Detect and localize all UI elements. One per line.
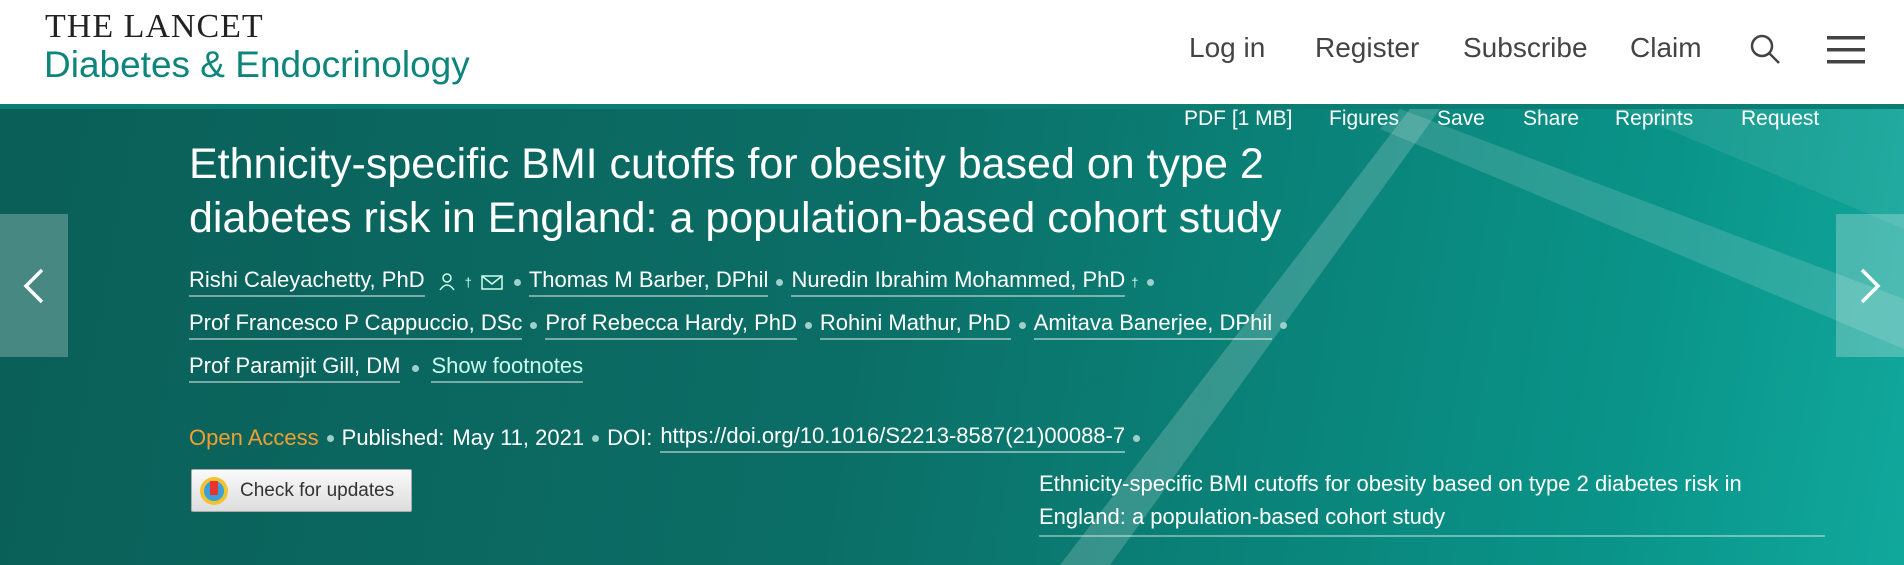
- separator-dot: [1146, 278, 1154, 286]
- published-label: Published:: [341, 425, 445, 450]
- author[interactable]: Rohini Mathur, PhD: [819, 310, 1011, 340]
- doi-link[interactable]: https://doi.org/10.1016/S2213-8587(21)00…: [660, 423, 1126, 453]
- separator-dot: [530, 321, 538, 329]
- author[interactable]: Nuredin Ibrahim Mohammed, PhD: [791, 267, 1126, 297]
- separator-dot: [513, 278, 521, 286]
- check-updates-button[interactable]: Check for updates: [191, 469, 412, 512]
- tool-pdf[interactable]: PDF [1 MB]: [1184, 109, 1293, 130]
- menu-icon[interactable]: [1827, 34, 1867, 66]
- nav-claim[interactable]: Claim: [1630, 32, 1702, 63]
- next-arrow: [1860, 268, 1881, 304]
- separator-dot: [592, 434, 600, 442]
- separator-dot: [1280, 321, 1288, 329]
- decor: [1060, 109, 1904, 565]
- separator-dot: [804, 321, 812, 329]
- nav-subscribe[interactable]: Subscribe: [1463, 32, 1588, 63]
- author[interactable]: Thomas M Barber, DPhil: [528, 267, 769, 297]
- check-updates-label: Check for updates: [240, 479, 395, 501]
- author-row: Rishi Caleyachetty, PhD † Thomas M Barbe…: [189, 267, 1162, 297]
- separator-dot: [1018, 321, 1026, 329]
- site-header: THE LANCET Diabetes & Endocrinology Log …: [0, 0, 1904, 109]
- journal-top: THE LANCET: [45, 8, 264, 45]
- author-row: Prof Francesco P Cappuccio, DSc Prof Reb…: [189, 310, 1295, 340]
- nav-login[interactable]: Log in: [1189, 32, 1266, 63]
- published-date: May 11, 2021: [452, 425, 585, 450]
- separator-dot: [326, 434, 334, 442]
- separator-dot: [776, 278, 784, 286]
- author[interactable]: Prof Rebecca Hardy, PhD: [545, 310, 797, 340]
- mail-icon[interactable]: [480, 273, 506, 291]
- tool-request[interactable]: Request: [1741, 109, 1820, 130]
- next-button[interactable]: [1836, 214, 1904, 357]
- separator-dot: [412, 364, 420, 372]
- show-footnotes[interactable]: Show footnotes: [431, 353, 584, 383]
- prev-arrow: [23, 268, 44, 304]
- author[interactable]: Prof Paramjit Gill, DM: [189, 353, 401, 383]
- footnote-mark: †: [464, 274, 472, 290]
- article-title: Ethnicity-specific BMI cutoffs for obesi…: [189, 140, 1282, 242]
- prev-button[interactable]: [0, 214, 68, 357]
- open-access: Open Access: [189, 425, 319, 450]
- crossmark-icon: [200, 476, 228, 505]
- author[interactable]: Amitava Banerjee, DPhil: [1033, 310, 1273, 340]
- person-icon[interactable]: [437, 272, 459, 292]
- author[interactable]: Prof Francesco P Cappuccio, DSc: [189, 310, 523, 340]
- doi-label: DOI:: [607, 425, 653, 450]
- figure-caption[interactable]: Ethnicity-specific BMI cutoffs for obesi…: [1039, 467, 1825, 537]
- footnote-mark: †: [1131, 274, 1139, 290]
- journal-sub[interactable]: Diabetes & Endocrinology: [44, 44, 470, 85]
- search-icon[interactable]: [1748, 32, 1782, 66]
- author[interactable]: Rishi Caleyachetty, PhD: [189, 267, 425, 297]
- nav-register[interactable]: Register: [1315, 32, 1420, 63]
- tool-save[interactable]: Save: [1437, 109, 1485, 130]
- tool-reprints[interactable]: Reprints: [1615, 109, 1694, 130]
- tool-figures[interactable]: Figures: [1329, 109, 1400, 130]
- article-hero: PDF [1 MB] Figures Save Share Reprints R…: [0, 109, 1904, 565]
- meta-row: Open Access Published: May 11, 2021 DOI:…: [189, 423, 1148, 453]
- tool-share[interactable]: Share: [1523, 109, 1580, 130]
- author-row: Prof Paramjit Gill, DM Show footnotes: [189, 353, 584, 383]
- separator-dot: [1133, 434, 1141, 442]
